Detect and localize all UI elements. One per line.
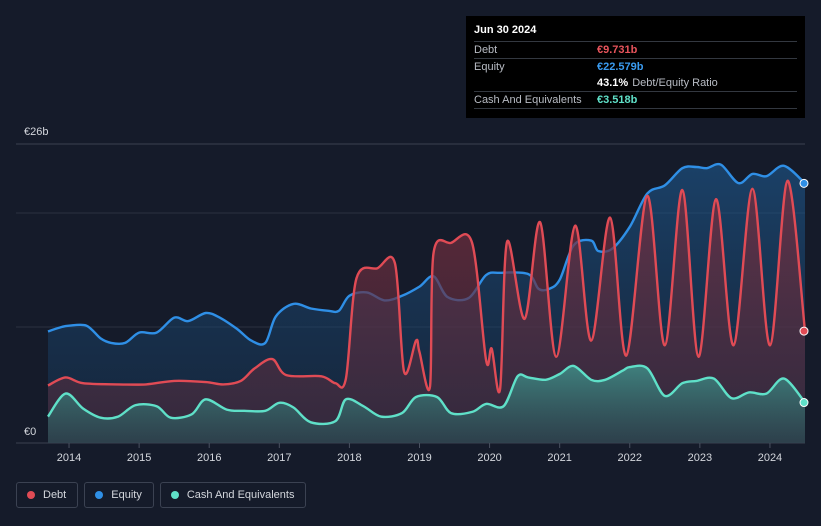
tooltip-row-equity: Equity €22.579b xyxy=(474,58,797,75)
debt-line xyxy=(47,179,807,394)
legend-item-cash[interactable]: Cash And Equivalents xyxy=(159,482,307,508)
equity-line xyxy=(47,162,806,346)
legend-dot-icon xyxy=(27,491,35,499)
cash-end-marker xyxy=(799,398,809,408)
legend: Debt Equity Cash And Equivalents xyxy=(16,482,307,508)
equity-end-marker xyxy=(799,178,809,188)
end-markers xyxy=(799,178,809,408)
x-tick-label: 2024 xyxy=(758,452,782,464)
tooltip-label: Debt xyxy=(474,44,498,56)
cash-line xyxy=(47,364,806,426)
tooltip-row-debt: Debt €9.731b xyxy=(474,41,797,58)
tooltip-label: Equity xyxy=(474,61,505,73)
x-tick-label: 2016 xyxy=(197,452,221,464)
tooltip-row-ratio: 43.1% Debt/Equity Ratio xyxy=(474,75,797,91)
tooltip-ratio-caption: Debt/Equity Ratio xyxy=(632,77,718,89)
x-tick-label: 2015 xyxy=(127,452,151,464)
cash-area xyxy=(48,365,805,443)
axis-layer: €26b €0 xyxy=(24,126,48,438)
tooltip-bottom-rule xyxy=(474,108,797,110)
tooltip-panel: Jun 30 2024 Debt €9.731b Equity €22.579b… xyxy=(466,16,805,118)
x-tick-label: 2017 xyxy=(267,452,291,464)
y-axis-top-label: €26b xyxy=(24,126,48,138)
x-tick-label: 2014 xyxy=(57,452,81,464)
legend-item-debt[interactable]: Debt xyxy=(16,482,79,508)
legend-label: Cash And Equivalents xyxy=(186,489,295,501)
legend-dot-icon xyxy=(170,491,179,499)
x-tick-label: 2021 xyxy=(547,452,571,464)
tooltip-date: Jun 30 2024 xyxy=(474,24,537,36)
legend-dot-icon xyxy=(95,491,104,499)
x-axis-ticks: 2014 2015 2016 2017 2018 2019 2020 2021 2022 2023… xyxy=(57,443,782,464)
x-tick-label: 2023 xyxy=(688,452,712,464)
tooltip-value: €9.731b xyxy=(597,44,638,56)
tooltip-value: €22.579b xyxy=(597,61,644,73)
debt-end-marker xyxy=(799,326,809,336)
tooltip-value: €3.518b xyxy=(597,94,638,106)
tooltip-label: Cash And Equivalents xyxy=(474,94,582,106)
tooltip-row-cash: Cash And Equivalents €3.518b xyxy=(474,91,797,108)
y-axis-bottom-label: €0 xyxy=(24,426,36,438)
x-tick-label: 2019 xyxy=(407,452,431,464)
x-tick-label: 2022 xyxy=(618,452,642,464)
legend-item-equity[interactable]: Equity xyxy=(84,482,154,508)
series-layer xyxy=(47,162,807,443)
legend-label: Equity xyxy=(111,489,142,501)
x-tick-label: 2020 xyxy=(477,452,501,464)
x-tick-label: 2018 xyxy=(337,452,361,464)
legend-label: Debt xyxy=(43,489,67,501)
tooltip-value: 43.1% xyxy=(597,77,629,89)
